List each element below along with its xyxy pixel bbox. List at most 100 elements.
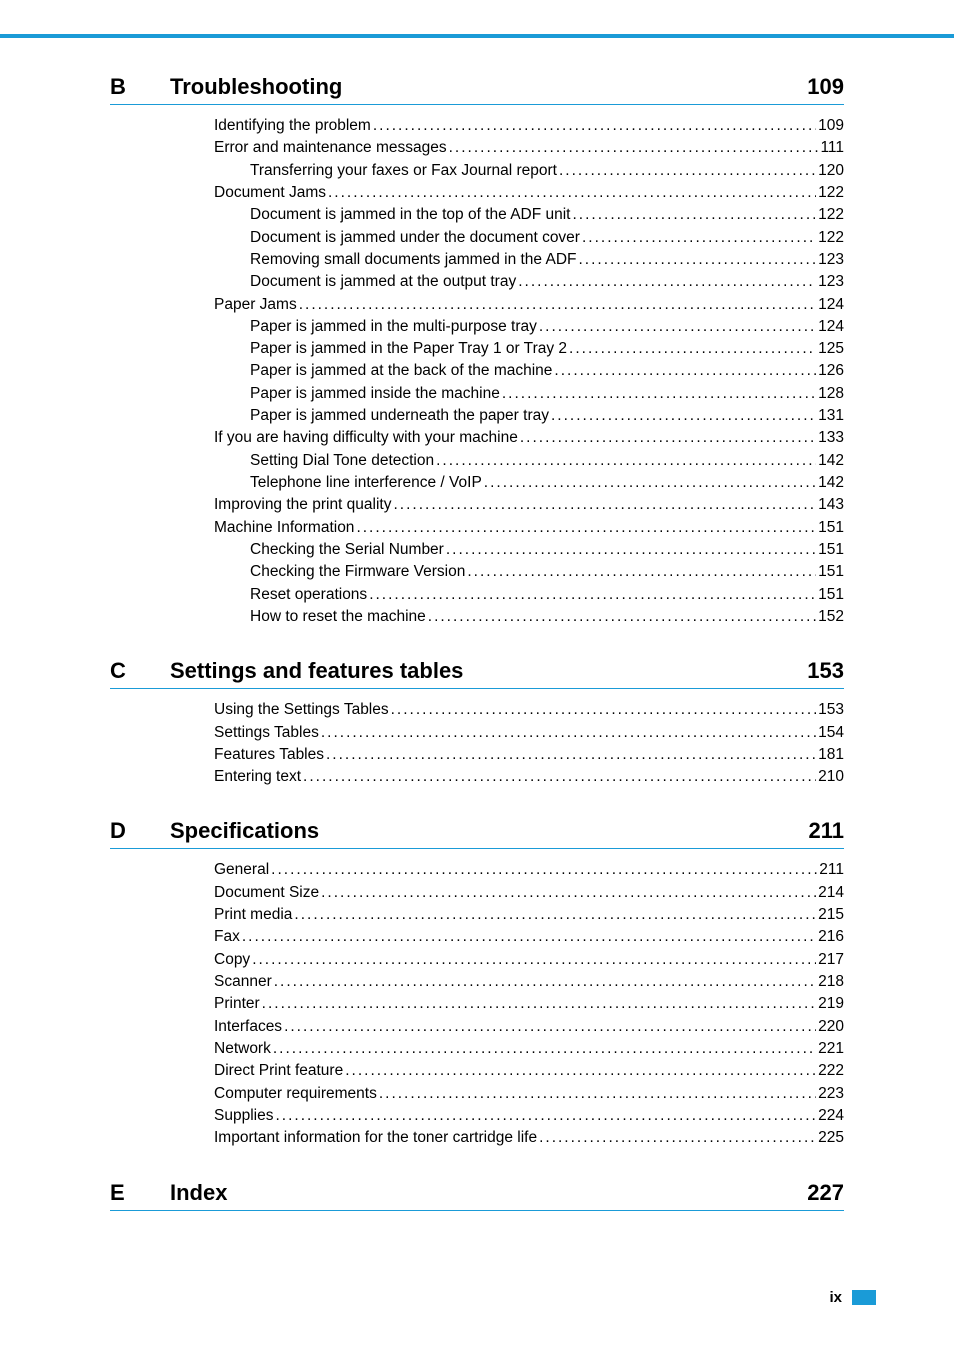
toc-entry-title: Checking the Firmware Version bbox=[250, 561, 465, 583]
toc-entry-title: Settings Tables bbox=[214, 722, 319, 744]
toc-leader-dots bbox=[502, 383, 816, 405]
toc-leader-dots bbox=[391, 699, 817, 721]
toc-entry[interactable]: Important information for the toner cart… bbox=[214, 1127, 844, 1149]
toc-entry[interactable]: Transferring your faxes or Fax Journal r… bbox=[214, 160, 844, 182]
toc-entry-title: Document is jammed in the top of the ADF… bbox=[250, 204, 571, 226]
page-footer: ix bbox=[829, 1289, 876, 1306]
toc-entry-title: Error and maintenance messages bbox=[214, 137, 447, 159]
toc-entry-title: Scanner bbox=[214, 971, 272, 993]
toc-section-header[interactable]: BTroubleshooting109 bbox=[110, 74, 844, 105]
toc-entry[interactable]: How to reset the machine152 bbox=[214, 606, 844, 628]
toc-leader-dots bbox=[275, 1105, 816, 1127]
toc-section-body: Identifying the problem109Error and main… bbox=[214, 115, 844, 628]
toc-entry-title: Removing small documents jammed in the A… bbox=[250, 249, 577, 271]
toc-entry-page: 220 bbox=[818, 1016, 844, 1038]
toc-entry[interactable]: Settings Tables154 bbox=[214, 722, 844, 744]
toc-entry-title: Improving the print quality bbox=[214, 494, 391, 516]
toc-entry[interactable]: Document Jams 122 bbox=[214, 182, 844, 204]
toc-entry[interactable]: Print media215 bbox=[214, 904, 844, 926]
toc-entry[interactable]: Identifying the problem109 bbox=[214, 115, 844, 137]
toc-entry-page: 122 bbox=[818, 227, 844, 249]
toc-entry-page: 222 bbox=[818, 1060, 844, 1082]
toc-section-letter: B bbox=[110, 74, 170, 100]
toc-entry-title: Checking the Serial Number bbox=[250, 539, 444, 561]
toc-entry[interactable]: Error and maintenance messages111 bbox=[214, 137, 844, 159]
toc-entry[interactable]: Copy217 bbox=[214, 949, 844, 971]
toc-leader-dots bbox=[373, 115, 816, 137]
toc-entry[interactable]: If you are having difficulty with your m… bbox=[214, 427, 844, 449]
toc-entry[interactable]: Direct Print feature222 bbox=[214, 1060, 844, 1082]
page-number-label: ix bbox=[829, 1289, 842, 1306]
toc-entry-title: Using the Settings Tables bbox=[214, 699, 389, 721]
toc-entry[interactable]: Supplies 224 bbox=[214, 1105, 844, 1127]
toc-section-page: 153 bbox=[807, 658, 844, 684]
toc-entry[interactable]: Document is jammed under the document co… bbox=[214, 227, 844, 249]
toc-section-header[interactable]: CSettings and features tables153 bbox=[110, 658, 844, 689]
toc-entry[interactable]: Using the Settings Tables153 bbox=[214, 699, 844, 721]
toc-entry-page: 128 bbox=[818, 383, 844, 405]
toc-entry-page: 142 bbox=[818, 450, 844, 472]
toc-entry[interactable]: Telephone line interference / VoIP142 bbox=[214, 472, 844, 494]
toc-leader-dots bbox=[262, 993, 816, 1015]
toc-entry[interactable]: Document is jammed at the output tray123 bbox=[214, 271, 844, 293]
toc-entry-title: Interfaces bbox=[214, 1016, 282, 1038]
toc-section-header[interactable]: DSpecifications211 bbox=[110, 818, 844, 849]
toc-leader-dots bbox=[326, 744, 816, 766]
toc-entry-page: 120 bbox=[818, 160, 844, 182]
toc-entry-page: 122 bbox=[818, 182, 844, 204]
toc-entry[interactable]: Network221 bbox=[214, 1038, 844, 1060]
toc-entry[interactable]: Paper Jams124 bbox=[214, 294, 844, 316]
toc-entry-title: Copy bbox=[214, 949, 250, 971]
toc-leader-dots bbox=[284, 1016, 816, 1038]
toc-entry[interactable]: Document is jammed in the top of the ADF… bbox=[214, 204, 844, 226]
toc-leader-dots bbox=[449, 137, 819, 159]
toc-entry[interactable]: Scanner218 bbox=[214, 971, 844, 993]
toc-leader-dots bbox=[518, 271, 816, 293]
toc-entry[interactable]: Improving the print quality143 bbox=[214, 494, 844, 516]
toc-entry-title: Entering text bbox=[214, 766, 301, 788]
toc-entry[interactable]: Paper is jammed at the back of the machi… bbox=[214, 360, 844, 382]
toc-entry[interactable]: Setting Dial Tone detection142 bbox=[214, 450, 844, 472]
toc-entry-page: 142 bbox=[818, 472, 844, 494]
toc-entry-page: 124 bbox=[818, 316, 844, 338]
toc-entry-title: Document is jammed at the output tray bbox=[250, 271, 516, 293]
toc-section-page: 227 bbox=[807, 1180, 844, 1206]
toc-entry-page: 215 bbox=[818, 904, 844, 926]
toc-entry[interactable]: Checking the Serial Number 151 bbox=[214, 539, 844, 561]
toc-entry[interactable]: Interfaces 220 bbox=[214, 1016, 844, 1038]
toc-entry[interactable]: Document Size214 bbox=[214, 882, 844, 904]
toc-entry[interactable]: Computer requirements223 bbox=[214, 1083, 844, 1105]
toc-entry[interactable]: Machine Information151 bbox=[214, 517, 844, 539]
toc-entry[interactable]: Paper is jammed underneath the paper tra… bbox=[214, 405, 844, 427]
toc-entry[interactable]: Features Tables181 bbox=[214, 744, 844, 766]
toc-entry[interactable]: Checking the Firmware Version151 bbox=[214, 561, 844, 583]
footer-tab bbox=[852, 1290, 876, 1305]
toc-section-title: Troubleshooting bbox=[170, 74, 807, 100]
toc-leader-dots bbox=[345, 1060, 816, 1082]
toc-entry[interactable]: Paper is jammed in the Paper Tray 1 or T… bbox=[214, 338, 844, 360]
toc-section-page: 109 bbox=[807, 74, 844, 100]
toc-entry-title: Document Jams bbox=[214, 182, 326, 204]
toc-leader-dots bbox=[379, 1083, 816, 1105]
toc-leader-dots bbox=[551, 405, 816, 427]
toc-entry[interactable]: Fax 216 bbox=[214, 926, 844, 948]
toc-entry-page: 216 bbox=[818, 926, 844, 948]
toc-entry-title: Fax bbox=[214, 926, 240, 948]
toc-leader-dots bbox=[273, 1038, 816, 1060]
toc-entry[interactable]: Printer219 bbox=[214, 993, 844, 1015]
toc-entry-title: How to reset the machine bbox=[250, 606, 426, 628]
toc-entry-page: 224 bbox=[818, 1105, 844, 1127]
toc-section-header[interactable]: EIndex227 bbox=[110, 1180, 844, 1211]
toc-entry[interactable]: Paper is jammed in the multi-purpose tra… bbox=[214, 316, 844, 338]
toc-entry[interactable]: General211 bbox=[214, 859, 844, 881]
toc-entry-page: 151 bbox=[818, 539, 844, 561]
toc-section-title: Index bbox=[170, 1180, 807, 1206]
toc-entry[interactable]: Removing small documents jammed in the A… bbox=[214, 249, 844, 271]
toc-entry-title: Paper is jammed inside the machine bbox=[250, 383, 500, 405]
toc-entry[interactable]: Paper is jammed inside the machine 128 bbox=[214, 383, 844, 405]
toc-entry[interactable]: Entering text210 bbox=[214, 766, 844, 788]
toc-entry-title: Network bbox=[214, 1038, 271, 1060]
toc-leader-dots bbox=[242, 926, 816, 948]
toc-entry[interactable]: Reset operations151 bbox=[214, 584, 844, 606]
toc-entry-title: Supplies bbox=[214, 1105, 273, 1127]
